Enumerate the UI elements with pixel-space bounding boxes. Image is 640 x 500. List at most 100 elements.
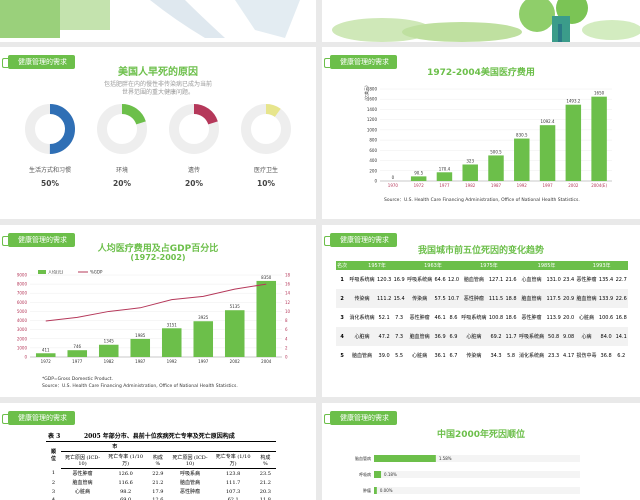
table-cell: 36.1 [434, 352, 446, 359]
x-tick-label: 1987 [135, 359, 146, 364]
slide-top-right[interactable] [322, 0, 640, 42]
table-cell: 12.0 [447, 276, 460, 283]
y-tick-label-right: 2 [285, 345, 288, 350]
table-cell: 46.1 [434, 314, 446, 321]
source-note: Source：U.S. Health Care Financing Admini… [384, 198, 580, 203]
table-cell: 7.3 [395, 314, 404, 321]
bar-value-label: 1650 [594, 91, 605, 96]
bar [374, 487, 377, 494]
bar [436, 172, 453, 181]
table-cell: 心脏病 [348, 327, 376, 346]
table-title: 我国城市前五位死因的变化趋势 [417, 246, 544, 256]
bar-value-label: 1985 [135, 333, 146, 338]
bar-value-label: 170.4 [439, 166, 451, 171]
y-tick-label-right: 14 [285, 291, 291, 296]
table-cell: 脑血管病 [72, 480, 93, 486]
table-cell: 3 [51, 488, 56, 495]
table-cell: 120.3 [376, 276, 392, 283]
legend-line-label: %GDP [90, 270, 103, 275]
section-tag: 健康管理的需求 [2, 233, 75, 247]
table-subheader-row: 死亡原因 (ICD-10) 死亡专率 (1/10 万) 构成 % 死亡原因 (ICD-… [46, 451, 276, 469]
table-cell: 脑血管病 [575, 289, 598, 308]
slide-china-2000[interactable]: 健康管理的需求 中国2000年死因顺位 脑血管病 1.58% 呼吸病 0.18% 肿瘤 0… [322, 403, 640, 500]
table-cell: 111.5 [487, 289, 505, 308]
table-cell [168, 496, 211, 500]
table-cell: 20.0 [563, 314, 575, 321]
bar [256, 280, 277, 357]
table-cell: 57.5 [433, 289, 447, 308]
column-header: 构成 % [254, 451, 276, 469]
table-cell: 22.6 [614, 289, 628, 308]
donut-label: 环境 [116, 166, 128, 174]
x-tick-label: 1997 [542, 183, 553, 188]
donut-slice [25, 104, 75, 154]
slide-causes-early-death[interactable]: 健康管理的需求 美国人早死的原因 包括肥胖在内的慢性非传染病已成为当前 世界范围… [0, 47, 316, 219]
table-cell: 2 [51, 479, 56, 486]
slide-death-trend-table[interactable]: 健康管理的需求 我国城市前五位死因的变化趋势 名次 1957年 1963年 1975年… [322, 225, 640, 397]
table-cell: 脑血管病 [517, 289, 546, 308]
y-tick-label-left: 0 [24, 355, 27, 360]
bar-value-label: 1.58% [439, 456, 452, 461]
bar [514, 138, 530, 181]
table-cell: 脑血管病 [405, 327, 434, 346]
table-cell: 22.9 [152, 470, 164, 477]
table-row: 1 恶性肿瘤 126.0 22.9 呼吸系病 123.8 23.5 [46, 469, 276, 479]
column-header: 死亡专率 (1/10 万) [104, 451, 148, 469]
bar [374, 455, 436, 462]
bar [591, 96, 607, 181]
bar-value-label: 411 [42, 347, 50, 352]
table-cell: 18.6 [505, 314, 517, 321]
bar-value-label: 3151 [167, 322, 178, 327]
slide-top-left[interactable] [0, 0, 316, 42]
table-number: 表 3 [48, 433, 61, 440]
table-cell: 107.3 [225, 488, 241, 495]
slide-per-capita-gdp[interactable]: 健康管理的需求 人均医疗费用及占GDP百分比 (1972-2002) 人均(元)… [0, 225, 316, 397]
table-row: 3 心脏病 98.2 17.9 恶性肿瘤 107.3 20.3 [46, 487, 276, 496]
table-cell: 恶性肿瘤 [72, 471, 93, 477]
table-cell: 18.8 [504, 289, 518, 308]
donut-label: 医疗卫生 [254, 166, 278, 174]
table-caption: 2005 年部分市、县前十位疾病死亡专率及死亡原因构成 [84, 433, 235, 440]
table-cell: 21.6 [505, 276, 517, 283]
legend-bar-swatch [38, 270, 46, 274]
table-cell: 84.0 [597, 327, 615, 346]
table-cell [168, 441, 276, 452]
table-cell: 123.8 [225, 470, 241, 477]
column-header: 1957年 [348, 261, 406, 270]
y-tick-label-left: 5000 [17, 309, 28, 314]
table-cell: 传染病 [405, 289, 434, 308]
bar-value-label: 323 [466, 158, 474, 163]
slide-2005-table[interactable]: 健康管理的需求 表 3 2005 年部分市、县前十位疾病死亡专率及死亡原因构成 … [0, 403, 316, 500]
bar [488, 155, 504, 181]
donut-label: 遗传 [188, 166, 200, 174]
table-cell: 52.1 [378, 314, 390, 321]
table-cell: 117.5 [545, 289, 562, 308]
table-row: 3 消化系统病 52.1 7.3 恶性肿瘤 46.1 8.6 呼吸系统病 100.8 18.6 恶性… [336, 308, 628, 327]
bar-value-label: 0.18% [384, 472, 397, 477]
source-note: Source：U.S. Health Care Financing Admini… [42, 384, 238, 389]
column-header: 死亡专率 (1/10 万) [211, 451, 255, 469]
table-cell: 传染病 [348, 289, 376, 308]
table-cell: 10.7 [446, 289, 461, 308]
bar-track [374, 487, 580, 494]
table-cell: 23.3 [548, 352, 560, 359]
y-tick-label-left: 1000 [17, 345, 28, 350]
table-cell: 6.7 [449, 352, 458, 359]
column-header: 死亡原因 (ICD-10) [60, 451, 105, 469]
bar [565, 104, 582, 181]
table-cell: 4 [51, 497, 56, 500]
bar-track [374, 455, 580, 462]
bar [193, 321, 214, 357]
table-header-row: 名次 1957年 1963年 1975年 1985年 1993年 [336, 261, 628, 270]
slide-us-medical-expenses[interactable]: 健康管理的需求 1972-2004美国医疗费用 （亿美元） 0 200 400 600 8… [322, 47, 640, 219]
table-cell: 126.0 [118, 470, 133, 477]
y-tick-label-left: 2000 [17, 336, 28, 341]
bar [539, 125, 556, 181]
bar [374, 471, 382, 478]
slide-title: 美国人早死的原因 [118, 67, 198, 78]
y-tick-label-right: 0 [285, 355, 288, 360]
table-cell: 34.3 [490, 352, 502, 359]
y-tick-label-right: 12 [285, 300, 291, 305]
table-cell: 心脏病 [412, 353, 428, 359]
chart-subtitle: (1972-2002) [130, 253, 186, 262]
